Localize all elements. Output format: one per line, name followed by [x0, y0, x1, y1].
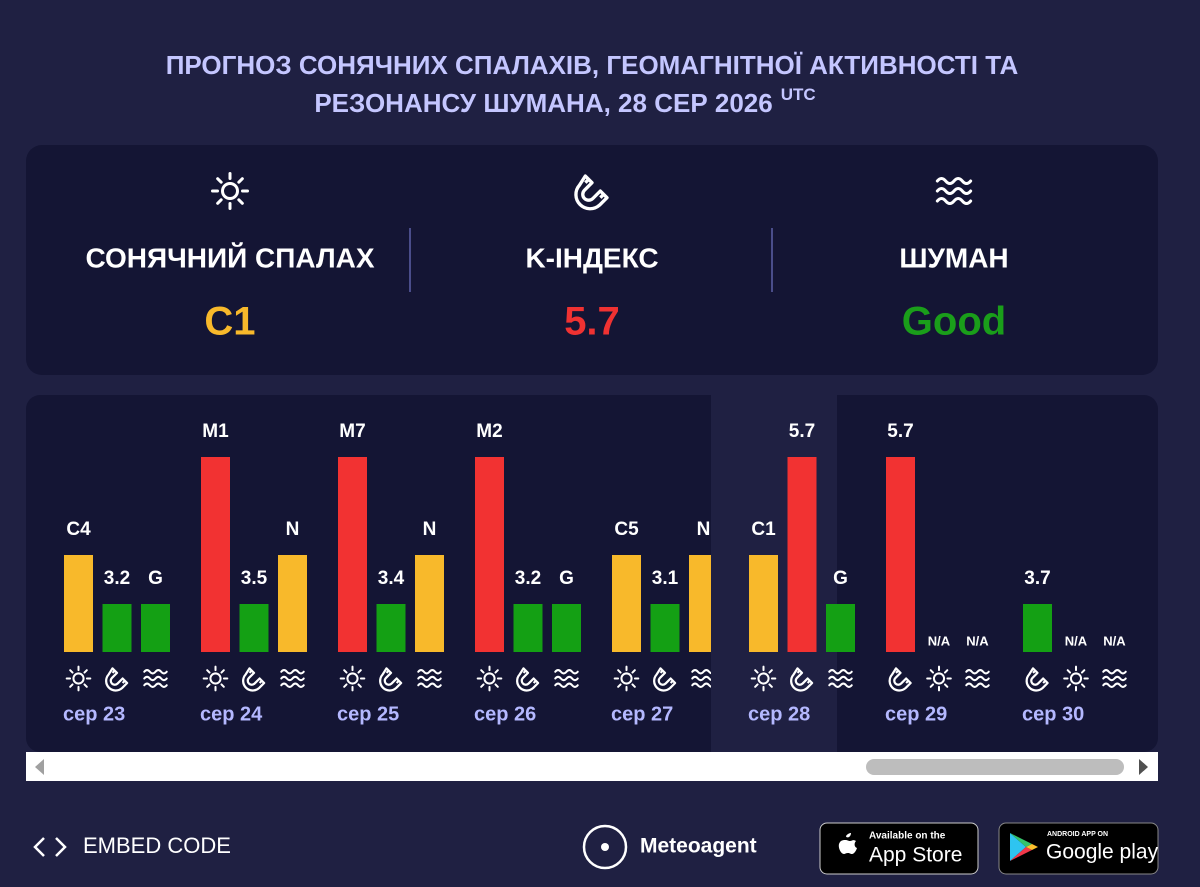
bar-label: M2	[476, 421, 502, 442]
badge-label: App Store	[869, 844, 962, 867]
summary-label: K-ІНДЕКС	[525, 242, 658, 273]
bar	[612, 555, 641, 652]
bar	[376, 604, 406, 652]
title: ПРОГНОЗ СОНЯЧНИХ СПАЛАХІВ, ГЕОМАГНІТНОЇ …	[166, 50, 1019, 80]
bar-label: N/A	[1103, 633, 1126, 648]
badge-label: Google play	[1046, 841, 1159, 864]
bar	[64, 555, 93, 652]
bar-label: N	[286, 519, 300, 540]
date-label: сер 26	[474, 703, 536, 725]
title-sup: UTC	[781, 85, 816, 104]
bar-label: N/A	[1065, 633, 1088, 648]
date-label: сер 27	[611, 703, 673, 725]
googleplay-badge[interactable]: ANDROID APP ON Google play	[998, 822, 1159, 875]
bar	[201, 457, 230, 652]
appstore-badge[interactable]: Available on the App Store	[819, 822, 979, 875]
bar-label: 3.2	[515, 568, 541, 589]
date-label: сер 24	[200, 703, 263, 725]
summary-label: ШУМАН	[899, 242, 1008, 273]
bar-label: 3.5	[241, 568, 268, 589]
scroll-left[interactable]	[35, 759, 44, 775]
summary-value: Good	[902, 300, 1006, 344]
summary-label: СОНЯЧНИЙ СПАЛАХ	[85, 241, 374, 273]
bar	[102, 604, 132, 652]
bar-label: C1	[751, 519, 776, 540]
bar-label: 5.7	[887, 421, 913, 442]
badge-small: ANDROID APP ON	[1047, 831, 1108, 838]
bar-label: 3.1	[652, 568, 679, 589]
bar-label: C4	[66, 519, 91, 540]
date-label: сер 29	[885, 703, 947, 725]
bar-label: 3.2	[104, 568, 130, 589]
bar	[239, 604, 269, 652]
brand-label: Meteoagent	[640, 835, 757, 858]
brand[interactable]: Meteoagent	[582, 824, 757, 870]
bar-label: G	[833, 568, 848, 589]
scroll-thumb[interactable]	[866, 759, 1124, 775]
date-label: сер 23	[63, 703, 125, 725]
bar-label: N	[697, 519, 711, 540]
bar	[886, 457, 915, 652]
bar-label: M7	[339, 421, 365, 442]
bar	[650, 604, 680, 652]
bar	[415, 555, 444, 652]
bar-label: 3.7	[1024, 568, 1050, 589]
embed-button[interactable]: EMBED CODE	[33, 833, 231, 858]
embed-label: EMBED CODE	[83, 833, 231, 858]
bar	[749, 555, 778, 652]
bar	[338, 457, 367, 652]
bar	[826, 604, 855, 652]
chart-panel	[26, 395, 1158, 752]
bar-label: G	[559, 568, 574, 589]
scroll-right[interactable]	[1139, 759, 1148, 775]
date-label: сер 28	[748, 703, 810, 725]
bar	[278, 555, 307, 652]
date-label: сер 30	[1022, 703, 1084, 725]
bar-label: 3.4	[378, 568, 405, 589]
bar-label: C5	[614, 519, 639, 540]
bar	[787, 457, 817, 652]
badge-small: Available on the	[869, 831, 946, 842]
bar-label: G	[148, 568, 163, 589]
summary-panel	[26, 145, 1158, 375]
date-label: сер 25	[337, 703, 399, 725]
bar	[552, 604, 581, 652]
bar	[1023, 604, 1052, 652]
bar	[475, 457, 504, 652]
bar-label: N/A	[928, 633, 951, 648]
bar-label: 5.7	[789, 421, 815, 442]
bar	[513, 604, 543, 652]
bar	[141, 604, 170, 652]
title: РЕЗОНАНСУ ШУМАНА, 28 СЕР 2026 UTC	[314, 85, 815, 117]
bar-label: N	[423, 519, 437, 540]
summary-value: 5.7	[564, 300, 620, 344]
summary-value: C1	[204, 300, 255, 344]
bar-label: N/A	[966, 633, 989, 648]
bar-label: M1	[202, 421, 229, 442]
